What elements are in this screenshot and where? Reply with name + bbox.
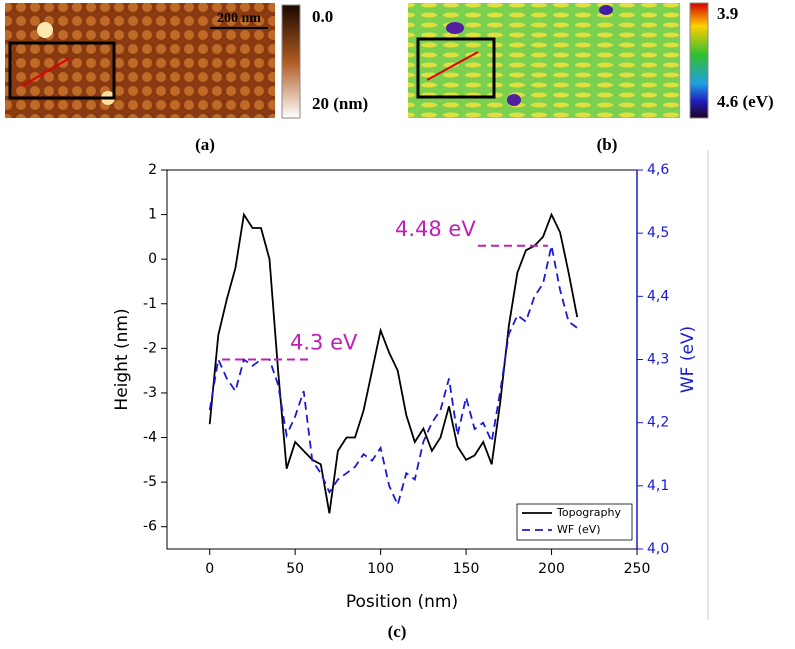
panel-label: (c) — [388, 622, 407, 641]
series-line — [208, 212, 579, 514]
annotation-label: 4.48 eV — [395, 217, 476, 241]
y2-tick-label: 4,1 — [647, 478, 669, 494]
y-tick-label: -2 — [143, 340, 157, 356]
x-tick-label: 150 — [453, 561, 480, 577]
spot — [599, 5, 613, 15]
grain — [37, 22, 53, 38]
series-line — [208, 245, 578, 508]
annotation-label: 4.3 eV — [290, 331, 358, 355]
spot — [507, 94, 521, 106]
colorbar-label: 4.6 (eV) — [717, 92, 774, 111]
x-tick-label: 100 — [367, 561, 394, 577]
y2-tick-label: 4,3 — [647, 352, 669, 368]
profile-line — [21, 57, 71, 87]
x-tick-label: 50 — [286, 561, 304, 577]
y2-axis-title: WF (eV) — [678, 326, 698, 393]
roi-box — [416, 37, 496, 99]
kpfm-image — [408, 3, 680, 118]
x-axis-title: Position (nm) — [346, 592, 458, 612]
y-tick-label: 2 — [148, 162, 157, 178]
roi-box — [8, 41, 116, 100]
y-axis-title: Height (nm) — [112, 308, 132, 410]
legend-label: WF (eV) — [557, 523, 601, 536]
x-tick-label: 250 — [624, 561, 651, 577]
y2-tick-label: 4,2 — [647, 415, 669, 431]
y-tick-label: -5 — [143, 474, 157, 490]
colorbar — [689, 2, 709, 119]
legend-label: Topography — [556, 506, 621, 519]
panel-label: (b) — [597, 135, 618, 154]
y-tick-label: 1 — [148, 207, 157, 223]
spot — [446, 22, 464, 34]
x-tick-label: 0 — [205, 561, 214, 577]
y-tick-label: -6 — [143, 519, 157, 535]
y-tick-label: -3 — [143, 385, 157, 401]
chart: 0 50 100 150 200 250 -6 -5 -4 -3 -2 -1 0 1 2 4,0 4,1 4,2 4… — [112, 162, 698, 612]
y2-tick-label: 4,5 — [647, 225, 669, 241]
profile-line — [426, 51, 479, 81]
y-tick-label: 0 — [148, 251, 157, 267]
colorbar-label: 20 (nm) — [312, 94, 368, 113]
x-tick-label: 200 — [538, 561, 565, 577]
y-tick-label: -4 — [143, 430, 157, 446]
y2-tick-label: 4,4 — [647, 288, 669, 304]
colorbar-label: 0.0 — [312, 7, 333, 26]
panel-label: (a) — [195, 135, 215, 154]
colorbar — [281, 4, 301, 119]
y-tick-label: -1 — [143, 296, 157, 312]
y2-tick-label: 4,0 — [647, 541, 669, 557]
y2-tick-label: 4,6 — [647, 162, 669, 178]
scale-bar-label: 200 nm — [217, 11, 261, 26]
legend-box — [516, 503, 633, 541]
colorbar-label: 3.9 — [717, 4, 738, 23]
